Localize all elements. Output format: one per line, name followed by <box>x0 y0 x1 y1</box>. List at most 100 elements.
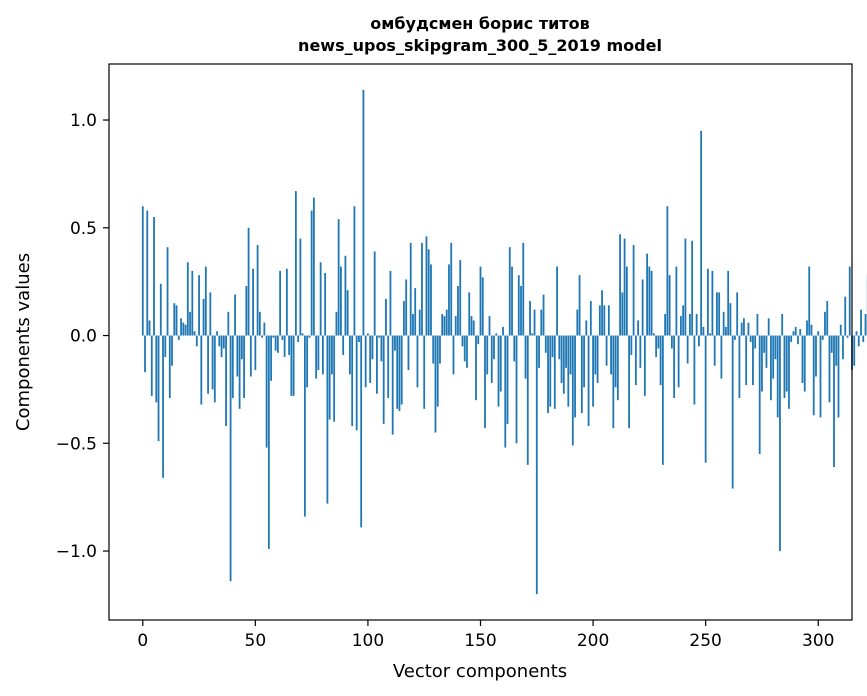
bar <box>439 335 441 364</box>
bar <box>670 335 673 349</box>
bar <box>621 292 624 336</box>
x-tick-label: 100 <box>352 631 384 651</box>
bar <box>454 316 457 336</box>
bar <box>416 335 419 388</box>
bar <box>688 313 691 336</box>
bar <box>369 335 372 383</box>
bar <box>616 335 619 401</box>
bar <box>389 270 392 336</box>
bar <box>502 326 504 336</box>
bar <box>364 335 367 388</box>
bar <box>346 290 349 336</box>
bar <box>729 303 732 336</box>
bar <box>837 335 840 418</box>
bar <box>294 191 297 336</box>
bar <box>824 311 826 336</box>
bar <box>790 335 793 342</box>
bar <box>668 275 671 336</box>
bar <box>713 335 716 366</box>
bar <box>292 335 295 396</box>
bar <box>691 240 694 336</box>
bar <box>556 266 558 336</box>
bar <box>475 335 477 401</box>
bar <box>513 335 516 362</box>
bar <box>815 335 817 377</box>
bar <box>423 335 426 409</box>
bar <box>245 285 248 336</box>
bar <box>270 335 273 381</box>
bar <box>340 266 342 336</box>
bar <box>236 335 239 377</box>
bar <box>711 270 714 336</box>
y-tick-label: −0.5 <box>56 434 97 454</box>
bar <box>679 316 682 336</box>
bar <box>783 335 786 399</box>
bar <box>752 335 754 386</box>
bar <box>376 335 378 394</box>
bar <box>686 335 689 364</box>
bar <box>594 335 597 375</box>
bar <box>409 242 412 336</box>
bar <box>324 273 327 336</box>
bar <box>648 266 651 336</box>
bar <box>576 309 579 336</box>
bar <box>412 313 414 336</box>
bar <box>459 260 462 336</box>
bar <box>333 335 336 422</box>
bar <box>297 335 300 342</box>
bar <box>382 335 385 424</box>
bar <box>189 311 191 336</box>
bar <box>184 324 187 336</box>
bar <box>508 247 511 336</box>
bar <box>803 335 806 392</box>
bar <box>484 335 486 429</box>
bar <box>290 335 293 396</box>
bar <box>533 309 536 336</box>
bar <box>794 326 797 336</box>
bar <box>619 234 621 336</box>
bar <box>229 335 232 582</box>
chart-title: омбудсмен борис титов <box>370 14 589 33</box>
bar <box>765 335 768 368</box>
bar <box>569 335 572 375</box>
bar <box>535 335 538 595</box>
bar <box>601 290 603 336</box>
bar <box>452 335 455 375</box>
bar <box>207 335 209 394</box>
bar <box>826 301 829 336</box>
bar <box>272 335 275 338</box>
bar <box>247 227 250 336</box>
bar <box>182 322 185 336</box>
bar <box>486 335 489 375</box>
bar <box>367 333 369 336</box>
bar <box>164 335 167 358</box>
bar <box>180 318 182 336</box>
bar <box>774 335 777 360</box>
bar <box>661 335 664 465</box>
bar <box>709 333 712 336</box>
bar <box>371 335 374 360</box>
bar <box>157 335 160 442</box>
bar <box>722 311 725 336</box>
bar <box>693 335 696 405</box>
bar <box>211 335 214 390</box>
bar <box>639 335 642 368</box>
bar <box>391 335 394 435</box>
y-tick-label: 0.5 <box>70 219 97 239</box>
bar <box>209 292 212 336</box>
bar <box>254 335 257 371</box>
bar <box>562 335 565 394</box>
x-tick-label: 200 <box>577 631 609 651</box>
bar <box>702 326 705 336</box>
bar <box>328 335 331 420</box>
bar <box>756 313 759 336</box>
bar <box>360 335 363 528</box>
bar <box>310 210 313 336</box>
bar <box>743 318 745 336</box>
bar <box>337 219 340 336</box>
bar <box>776 335 779 418</box>
bar <box>745 335 748 386</box>
bar <box>727 270 730 336</box>
bar <box>299 238 302 336</box>
